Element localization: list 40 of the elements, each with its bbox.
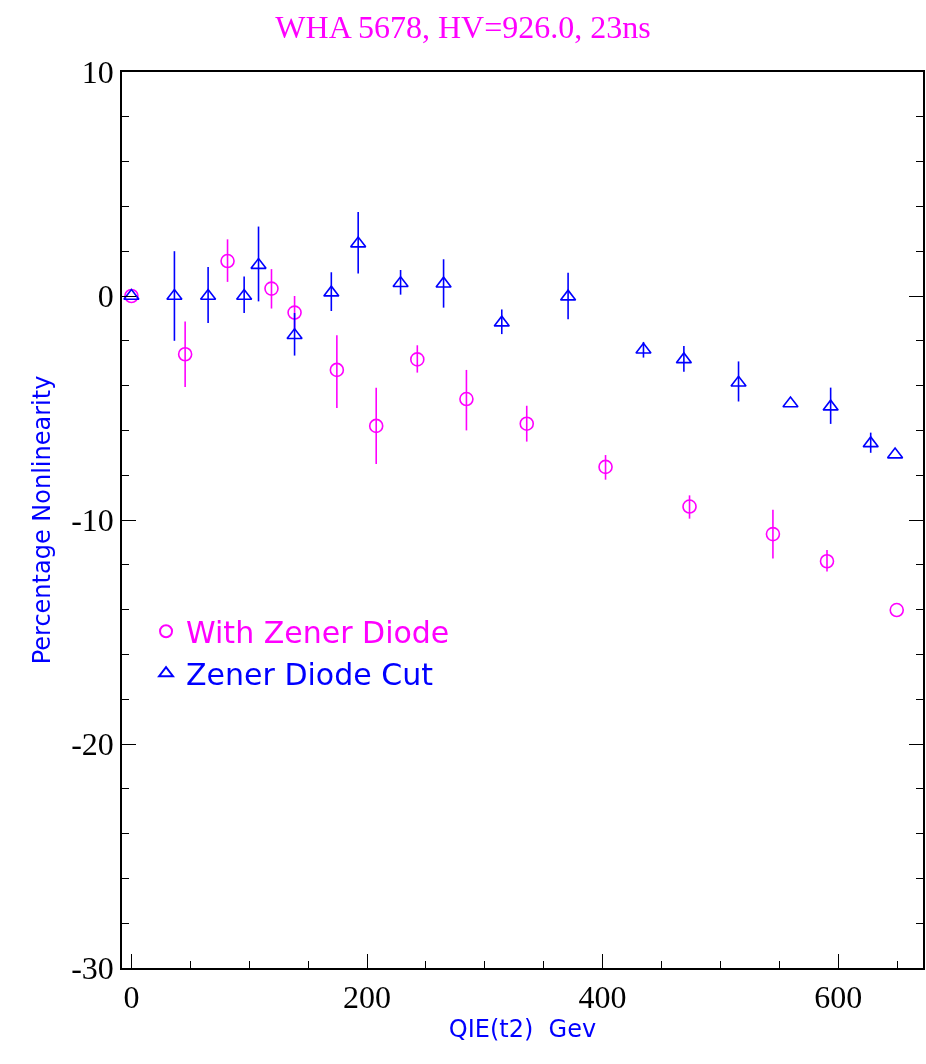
- y-tick-label: -10: [71, 502, 114, 539]
- point: [368, 418, 384, 434]
- legend-label: Zener Diode Cut: [186, 656, 434, 692]
- point: [635, 342, 652, 354]
- legend-label: With Zener Diode: [186, 614, 450, 650]
- y-tick-label: -20: [71, 726, 114, 763]
- point: [199, 288, 217, 301]
- x-tick-label: 400: [578, 979, 627, 1016]
- point: [822, 399, 839, 411]
- point: [598, 459, 613, 475]
- point: [819, 553, 835, 569]
- x-tick-label: 200: [343, 979, 392, 1016]
- point: [519, 416, 535, 431]
- chart-title: WHA 5678, HV=926.0, 23ns: [275, 9, 651, 46]
- point: [264, 281, 279, 296]
- point: [220, 253, 235, 269]
- point: [410, 352, 425, 367]
- point: [323, 285, 340, 297]
- point: [782, 396, 799, 408]
- point: [166, 288, 183, 301]
- point: [730, 375, 747, 387]
- point: [889, 602, 905, 618]
- y-tick-label: -30: [71, 950, 114, 987]
- point: [682, 499, 697, 514]
- point: [392, 275, 409, 288]
- point: [235, 288, 253, 301]
- x-tick-label: 0: [123, 979, 140, 1016]
- point: [765, 526, 781, 542]
- x-tick-label: 600: [814, 979, 863, 1016]
- point: [329, 362, 345, 378]
- point: [286, 327, 303, 340]
- y-tick-label: 0: [97, 278, 114, 315]
- y-axis-title: Percentage Nonlinearity: [27, 375, 56, 665]
- point: [250, 257, 267, 270]
- point: [287, 305, 302, 320]
- point: [177, 346, 193, 362]
- point: [459, 391, 474, 407]
- y-tick-label: 10: [81, 54, 114, 91]
- point: [435, 276, 452, 288]
- x-axis-title: QIE(t2) Gev: [448, 1015, 597, 1044]
